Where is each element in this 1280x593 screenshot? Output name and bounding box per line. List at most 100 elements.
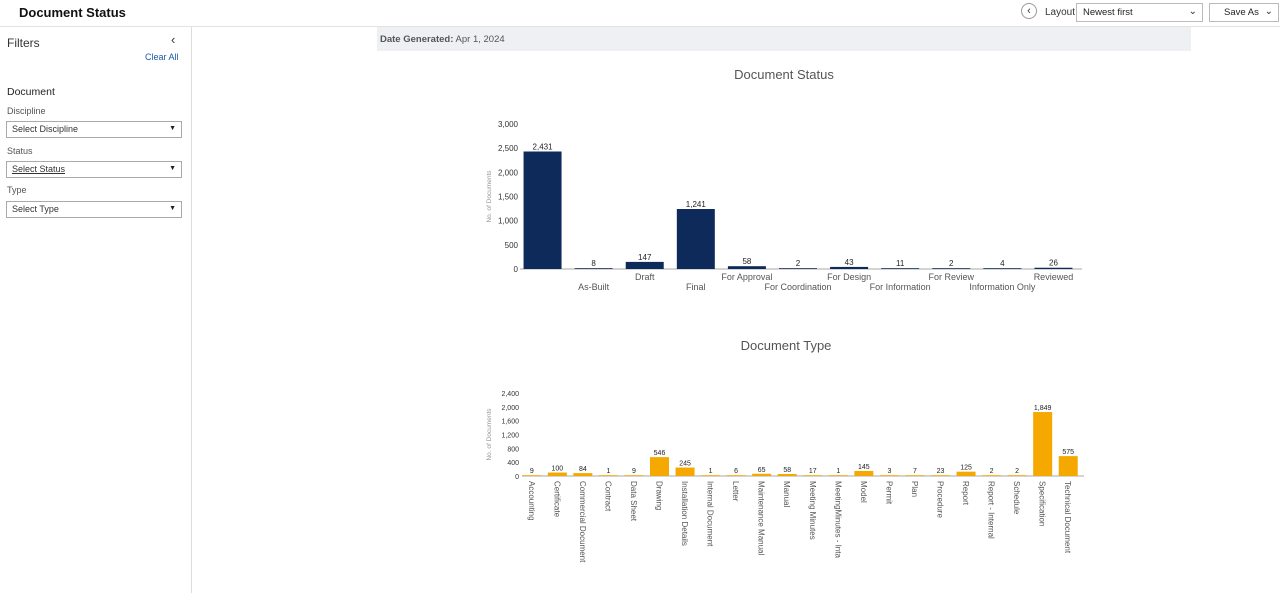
x-tick-label: Technical Document [1063, 481, 1072, 554]
data-label: 245 [679, 461, 691, 468]
y-tick-label: 2,500 [498, 144, 519, 153]
caret-down-icon: ▼ [169, 125, 176, 132]
x-tick-label: Model [859, 481, 868, 503]
bar [803, 475, 823, 476]
type-select-placeholder: Select Type [12, 204, 59, 214]
date-generated-label: Date Generated: [380, 34, 454, 45]
x-tick-label: For Information [870, 282, 931, 292]
bar [1007, 475, 1027, 476]
data-label: 2,431 [533, 143, 554, 152]
data-label: 4 [1000, 259, 1005, 268]
bar [830, 266, 869, 269]
bar [854, 470, 874, 476]
bar [574, 268, 613, 269]
data-label: 1 [606, 468, 610, 475]
x-tick-label: Draft [635, 272, 655, 282]
chevron-down-icon: ⌄ [1264, 6, 1273, 17]
status-select[interactable]: Select Status ▼ [6, 161, 182, 178]
collapse-sidebar-icon[interactable]: ‹ [171, 32, 176, 47]
data-label: 84 [579, 466, 587, 473]
data-label: 9 [530, 468, 534, 475]
y-tick-label: 2,000 [501, 405, 519, 412]
status-select-placeholder: Select Status [12, 164, 66, 174]
x-tick-label: Procedure [936, 481, 945, 518]
page-title: Document Status [19, 5, 126, 20]
status-label: Status [7, 146, 33, 156]
x-tick-label: Report [961, 481, 970, 506]
y-tick-label: 800 [507, 446, 519, 453]
x-tick-label: As-Built [578, 282, 610, 292]
layout-label: Layout [1045, 7, 1076, 18]
x-tick-label: MeetingMinutes - Inta [833, 481, 842, 558]
caret-down-icon: ▼ [169, 165, 176, 172]
data-label: 2 [1015, 468, 1019, 475]
bar [547, 472, 567, 476]
x-tick-label: Report - Internal [987, 481, 996, 539]
data-label: 125 [960, 465, 972, 472]
back-button[interactable]: ‹ [1021, 3, 1037, 19]
x-tick-label: For Coordination [764, 282, 831, 292]
discipline-select[interactable]: Select Discipline ▼ [6, 121, 182, 138]
data-label: 2 [796, 259, 801, 268]
x-tick-label: Internal Document [706, 481, 715, 547]
save-as-button[interactable]: Save As ⌄ [1209, 3, 1279, 22]
x-tick-label: Information Only [969, 282, 1036, 292]
x-tick-label: Schedule [1012, 481, 1021, 515]
x-tick-label: Letter [731, 481, 740, 502]
discipline-select-placeholder: Select Discipline [12, 124, 79, 134]
chevron-left-icon: ‹ [1027, 5, 1031, 17]
bar [828, 475, 848, 476]
data-label: 43 [845, 258, 854, 267]
x-tick-label: Reviewed [1034, 272, 1074, 282]
chart-title: Document Status [734, 67, 834, 82]
data-label: 575 [1062, 449, 1074, 456]
x-tick-label: Meeting Minutes [808, 481, 817, 540]
filters-title: Filters [7, 36, 40, 50]
bar [777, 473, 797, 476]
chart-title: Document Type [741, 338, 832, 353]
bar [523, 151, 562, 269]
bar [726, 475, 746, 476]
x-tick-label: Certificate [552, 481, 561, 518]
y-tick-label: 0 [515, 474, 519, 481]
y-axis-label: No. of Documents [486, 170, 493, 223]
type-select[interactable]: Select Type ▼ [6, 201, 182, 218]
x-tick-label: Contract [603, 481, 612, 512]
x-tick-label: Installation Details [680, 481, 689, 546]
date-generated-bar: Date Generated: Apr 1, 2024 [377, 27, 1191, 51]
data-label: 100 [551, 466, 563, 473]
bar [932, 268, 971, 269]
bar [624, 475, 644, 476]
bar [982, 475, 1002, 476]
x-tick-label: Data Sheet [629, 481, 638, 522]
data-label: 23 [937, 468, 945, 475]
y-tick-label: 400 [507, 460, 519, 467]
bar [752, 473, 772, 476]
x-tick-label: Final [686, 282, 706, 292]
bar [598, 475, 618, 476]
x-tick-label: For Review [929, 272, 975, 282]
bar [905, 475, 925, 476]
bar [573, 473, 593, 476]
y-tick-label: 1,600 [501, 419, 519, 426]
x-tick-label: Commercial Document [578, 481, 587, 563]
data-label: 1 [709, 468, 713, 475]
bar [879, 475, 899, 476]
y-tick-label: 500 [505, 241, 519, 250]
bar [727, 266, 766, 269]
bar [625, 261, 664, 269]
y-tick-label: 0 [514, 265, 519, 274]
bar [650, 457, 669, 476]
x-tick-label: Permit [884, 481, 893, 505]
clear-all-link[interactable]: Clear All [145, 52, 179, 62]
top-bar: Document Status ‹ Layout Newest first ⌄ … [0, 0, 1280, 27]
x-tick-label: Accounting [527, 481, 536, 521]
y-tick-label: 2,400 [501, 391, 519, 398]
data-label: 1,849 [1034, 405, 1052, 412]
data-label: 546 [654, 450, 666, 457]
data-label: 26 [1049, 259, 1058, 268]
chevron-down-icon: ⌄ [1188, 6, 1197, 17]
data-label: 58 [783, 467, 791, 474]
y-tick-label: 3,000 [498, 120, 519, 129]
layout-select[interactable]: Newest first ⌄ [1076, 3, 1203, 22]
